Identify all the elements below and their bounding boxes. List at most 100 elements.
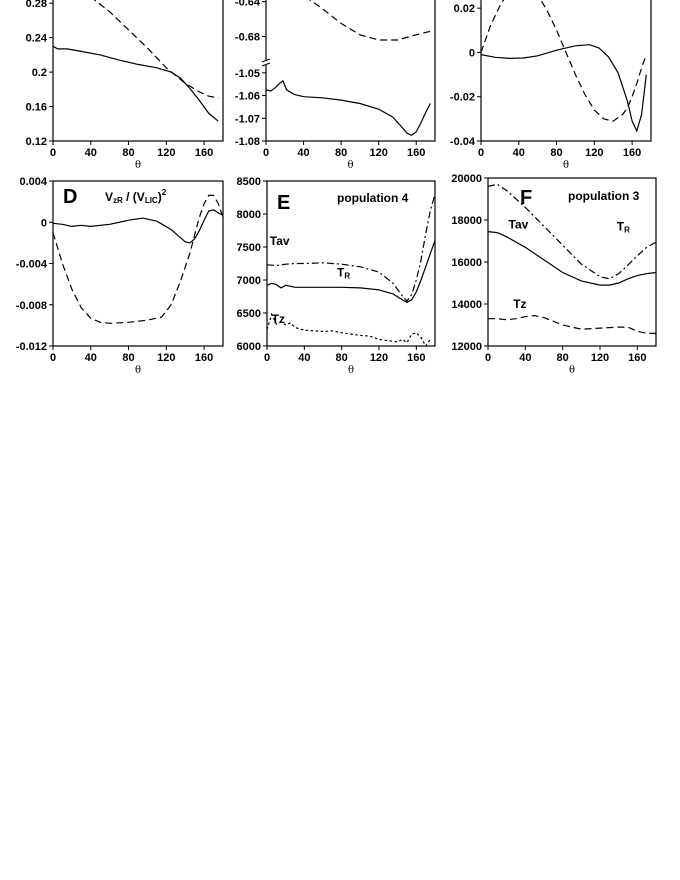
series-label-text: T <box>617 220 625 234</box>
x-tick-label: 160 <box>407 147 425 159</box>
y-tick-label: 7000 <box>237 275 261 287</box>
x-tick-label: 0 <box>263 147 269 159</box>
series-group <box>53 0 219 122</box>
y-tick-label: -0.68 <box>235 31 260 43</box>
series-line-solid-0 <box>481 44 647 133</box>
y-tick-label: -1.05 <box>235 68 260 80</box>
series-line-dashed-0 <box>308 0 431 41</box>
plot-frame <box>480 0 652 142</box>
panel-letter: F <box>520 187 532 209</box>
x-tick-label: 120 <box>157 147 175 159</box>
axis-break-mark <box>261 62 271 67</box>
x-axis-label: θ <box>135 365 141 376</box>
series-group <box>488 183 656 334</box>
series-label: TR <box>617 220 630 235</box>
series-line-dashed-1 <box>93 0 219 99</box>
annotation-sub2: LIC <box>145 196 158 205</box>
x-tick-label: 40 <box>85 352 97 364</box>
series-line-solid-1 <box>266 79 431 136</box>
x-tick-label: 80 <box>550 147 562 159</box>
series-line-tav <box>488 231 656 286</box>
series-group <box>267 194 435 346</box>
annotation-v: V <box>105 190 113 204</box>
series-label: Tz <box>272 312 285 326</box>
x-axis-label: θ <box>347 160 353 171</box>
series-group <box>481 0 647 133</box>
panel-annotation: VzR / (VLIC)2 <box>105 188 167 205</box>
x-tick-label: 80 <box>122 352 134 364</box>
x-tick-label: 80 <box>557 352 569 364</box>
x-tick-label: 40 <box>513 147 525 159</box>
x-axis-label: θ <box>135 160 141 171</box>
series-label-text: Tav <box>509 217 529 231</box>
series-label-text: Tz <box>513 297 526 311</box>
panel-c: -0.04 -0.02 0 0.02 0 40 80 120 160 θ <box>450 0 652 171</box>
x-tick-label: 0 <box>478 147 484 159</box>
series-label-subscript: R <box>624 226 630 235</box>
x-tick-label: 120 <box>369 147 387 159</box>
y-tick-label: 0 <box>41 217 47 229</box>
x-tick-label: 120 <box>157 352 175 364</box>
x-tick-label: 40 <box>298 352 310 364</box>
y-tick-label: -1.07 <box>235 113 260 125</box>
y-tick-label: 0.28 <box>26 0 47 10</box>
annotation-sub1: zR <box>113 196 123 205</box>
y-tick-label: 6500 <box>237 308 261 320</box>
x-tick-label: 40 <box>519 352 531 364</box>
axis-break-mark <box>261 58 271 63</box>
panel-annotation: population 3 <box>568 189 640 203</box>
annotation-mid: / (V <box>123 190 145 204</box>
annotation-close: ) <box>158 190 162 204</box>
y-tick-label: -1.06 <box>235 91 260 103</box>
y-tick-label: 12000 <box>451 341 482 353</box>
panel-annotation: population 4 <box>337 191 409 205</box>
series-label-text: T <box>337 266 345 280</box>
x-tick-label: 160 <box>623 147 641 159</box>
y-tick-label: -0.64 <box>235 0 261 9</box>
x-tick-label: 120 <box>370 352 388 364</box>
y-tick-label: -0.008 <box>16 300 47 312</box>
series-label-subscript: R <box>344 272 350 281</box>
series-label-text: Tav <box>270 234 290 248</box>
x-tick-label: 80 <box>336 352 348 364</box>
y-tick-label: -0.004 <box>16 259 48 271</box>
panel-a: 0.12 0.16 0.2 0.24 0.28 0 40 80 120 160 θ <box>26 0 224 171</box>
y-tick-label: -0.04 <box>450 136 476 148</box>
y-tick-label: 8500 <box>237 176 261 188</box>
x-tick-label: 120 <box>585 147 603 159</box>
series-line-tr <box>488 183 656 280</box>
y-tick-label: -1.08 <box>235 136 260 148</box>
plot-frame <box>265 0 436 142</box>
panel-letter: E <box>277 192 290 214</box>
series-label: Tav <box>270 234 290 248</box>
panel-letter: D <box>63 186 77 208</box>
y-tick-label: 20000 <box>451 173 482 185</box>
x-tick-label: 0 <box>264 352 270 364</box>
series-line-tr <box>267 194 435 303</box>
series-line-solid-0 <box>53 45 219 122</box>
x-tick-label: 80 <box>335 147 347 159</box>
y-tick-label: -0.02 <box>450 92 475 104</box>
x-axis-label: θ <box>563 160 569 171</box>
series-line-tz <box>488 314 656 334</box>
x-tick-label: 160 <box>195 352 213 364</box>
x-tick-label: 0 <box>50 147 56 159</box>
series-label-text: Tz <box>272 312 285 326</box>
series-group <box>266 0 431 136</box>
y-tick-label: 0.12 <box>26 136 47 148</box>
y-tick-label: 14000 <box>451 299 482 311</box>
x-tick-label: 40 <box>85 147 97 159</box>
plot-frame <box>52 0 224 142</box>
y-tick-label: 0.004 <box>19 176 47 188</box>
x-tick-label: 0 <box>485 352 491 364</box>
panel-b: -0.64 -0.68 -1.05 -1.06 -1.07 -1.080 40 80 120 16… <box>235 0 436 171</box>
y-tick-label: 0.24 <box>26 33 48 45</box>
series-line-dashed-1 <box>481 0 647 122</box>
y-tick-label: 0 <box>469 47 475 59</box>
y-tick-label: -0.012 <box>16 341 47 353</box>
x-axis-label: θ <box>569 365 575 376</box>
y-tick-label: 6000 <box>237 341 261 353</box>
